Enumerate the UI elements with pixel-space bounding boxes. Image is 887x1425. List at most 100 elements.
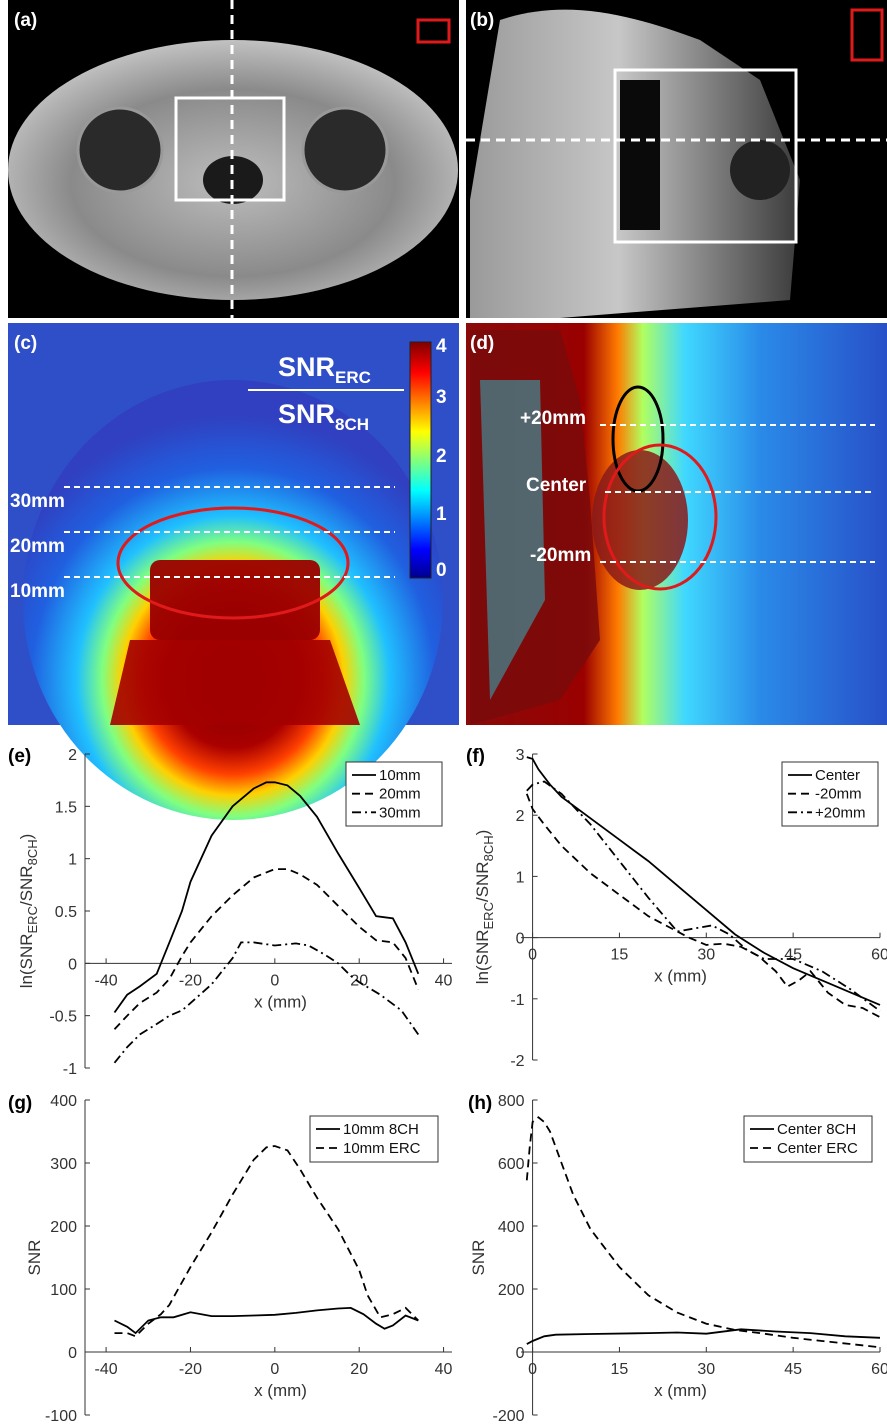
y-tick-label: -1	[510, 992, 524, 1009]
y-tick-label: -1	[63, 1061, 77, 1078]
series-line-1	[113, 868, 420, 1030]
panel-label-h: (h)	[468, 1093, 492, 1114]
legend-entry: +20mm	[815, 804, 865, 821]
x-tick-label: 15	[611, 1361, 629, 1378]
line-label-minus20mm: -20mm	[530, 545, 591, 566]
x-axis-label: x (mm)	[654, 1381, 707, 1400]
x-axis-label: x (mm)	[254, 992, 307, 1011]
line-label-center: Center	[526, 475, 587, 496]
colorbar-tick: 3	[436, 387, 447, 408]
legend-entry: 30mm	[379, 804, 421, 821]
y-tick-label: 0	[516, 931, 525, 948]
series-line-0	[113, 781, 420, 1014]
panel-c-snr-map: 30mm 20mm 10mm SNRERC SNR8CH 4 3 2 1 0 (…	[8, 323, 459, 820]
y-axis-label: ln(SNRERC/SNR8CH)	[17, 834, 40, 989]
y-tick-label: 3	[516, 747, 525, 764]
x-tick-label: 20	[350, 972, 368, 989]
roi-ellipse-d-red	[602, 443, 718, 591]
x-axis-label: x (mm)	[654, 967, 707, 986]
ratio-top: SNRERC	[278, 352, 371, 387]
line-label-plus20mm: +20mm	[520, 408, 586, 429]
y-tick-label: 400	[498, 1219, 525, 1236]
x-tick-label: 45	[784, 1361, 802, 1378]
y-tick-label: 2	[68, 747, 77, 764]
legend-entry: 10mm	[379, 767, 421, 784]
x-tick-label: -40	[95, 1361, 118, 1378]
x-tick-label: 0	[270, 972, 279, 989]
x-tick-label: 0	[270, 1361, 279, 1378]
y-tick-label: 2	[516, 808, 525, 825]
colorbar	[409, 341, 432, 579]
roi-ellipse-c	[116, 506, 350, 620]
chart-e: -1 -0.5 0 0.5 1 1.5 2 -40 -20 0 20 40 x (mm) ln(SNRER…	[17, 747, 453, 1078]
panel-label-f: (f)	[466, 746, 485, 767]
x-tick-label: 30	[697, 947, 715, 964]
y-tick-label: 800	[498, 1093, 525, 1110]
y-tick-label: 1	[516, 869, 525, 886]
colorbar-tick: 0	[436, 560, 447, 581]
legend-box	[781, 761, 879, 827]
y-tick-label: 600	[498, 1156, 525, 1173]
chart-g: -100 0 100 200 300 400 -40 -20 0 20 40 x (mm) SNR 10m…	[25, 1093, 453, 1425]
y-tick-label: 0.5	[55, 904, 77, 921]
series-line-0	[526, 1328, 881, 1345]
panel-label-b: (b)	[470, 10, 494, 31]
colorbar-tick: 1	[436, 504, 447, 525]
legend-box	[345, 761, 443, 827]
y-tick-label: -100	[45, 1408, 77, 1425]
legend-entry: Center ERC	[777, 1140, 858, 1157]
series-line-1	[525, 1116, 881, 1349]
panel-b-sagittal-image: (b)	[466, 0, 887, 318]
legend-box	[309, 1115, 439, 1163]
line-label-10mm: 10mm	[10, 581, 65, 602]
y-tick-label: -200	[493, 1408, 525, 1425]
x-tick-label: -20	[179, 1361, 202, 1378]
x-tick-label: -40	[95, 972, 118, 989]
x-tick-label: 15	[611, 947, 629, 964]
y-axis-label: SNR	[25, 1240, 44, 1276]
legend-entry: 10mm ERC	[343, 1140, 421, 1157]
x-tick-label: 60	[871, 1361, 887, 1378]
y-tick-label: 0	[516, 1345, 525, 1362]
x-tick-label: 40	[435, 972, 453, 989]
y-tick-label: 200	[50, 1219, 77, 1236]
y-axis-label: ln(SNRERC/SNR8CH)	[473, 830, 496, 985]
y-tick-label: 300	[50, 1156, 77, 1173]
series-line-0	[114, 1306, 419, 1335]
ratio-bottom: SNR8CH	[278, 399, 369, 434]
panel-label-e: (e)	[8, 746, 31, 767]
y-tick-label: 0	[68, 1345, 77, 1362]
x-axis-label: x (mm)	[254, 1381, 307, 1400]
legend-entry: Center	[815, 767, 860, 784]
line-label-20mm: 20mm	[10, 536, 65, 557]
colorbar-tick: 4	[436, 336, 447, 357]
panel-label-c: (c)	[14, 333, 37, 354]
y-tick-label: 200	[498, 1282, 525, 1299]
y-tick-label: 1.5	[55, 799, 77, 816]
chart-h: -200 0 200 400 600 800 0 15 30 45 60 x (mm) SNR Cente…	[469, 1093, 887, 1425]
legend-entry: Center 8CH	[777, 1121, 856, 1138]
y-tick-label: -0.5	[49, 1009, 77, 1026]
colorbar-tick: 2	[436, 446, 447, 467]
x-tick-label: 30	[697, 1361, 715, 1378]
x-tick-label: 20	[350, 1361, 368, 1378]
legend-entry: 20mm	[379, 786, 421, 803]
panel-label-g: (g)	[8, 1093, 32, 1114]
line-label-30mm: 30mm	[10, 491, 65, 512]
x-tick-label: 60	[871, 947, 887, 964]
series-line-0	[526, 756, 881, 1006]
series-line-1	[114, 1145, 419, 1338]
y-axis-label: SNR	[469, 1240, 488, 1276]
legend-entry: 10mm 8CH	[343, 1121, 419, 1138]
y-tick-label: 400	[50, 1093, 77, 1110]
legend-entry: -20mm	[815, 786, 862, 803]
x-tick-label: 45	[784, 947, 802, 964]
panel-d-snr-map: +20mm Center -20mm (d)	[466, 323, 887, 725]
panel-label-d: (d)	[470, 333, 494, 354]
panel-label-a: (a)	[14, 10, 37, 31]
series-line-2	[113, 941, 420, 1064]
y-tick-label: 0	[68, 956, 77, 973]
x-tick-label: 0	[528, 947, 537, 964]
x-tick-label: 0	[528, 1361, 537, 1378]
